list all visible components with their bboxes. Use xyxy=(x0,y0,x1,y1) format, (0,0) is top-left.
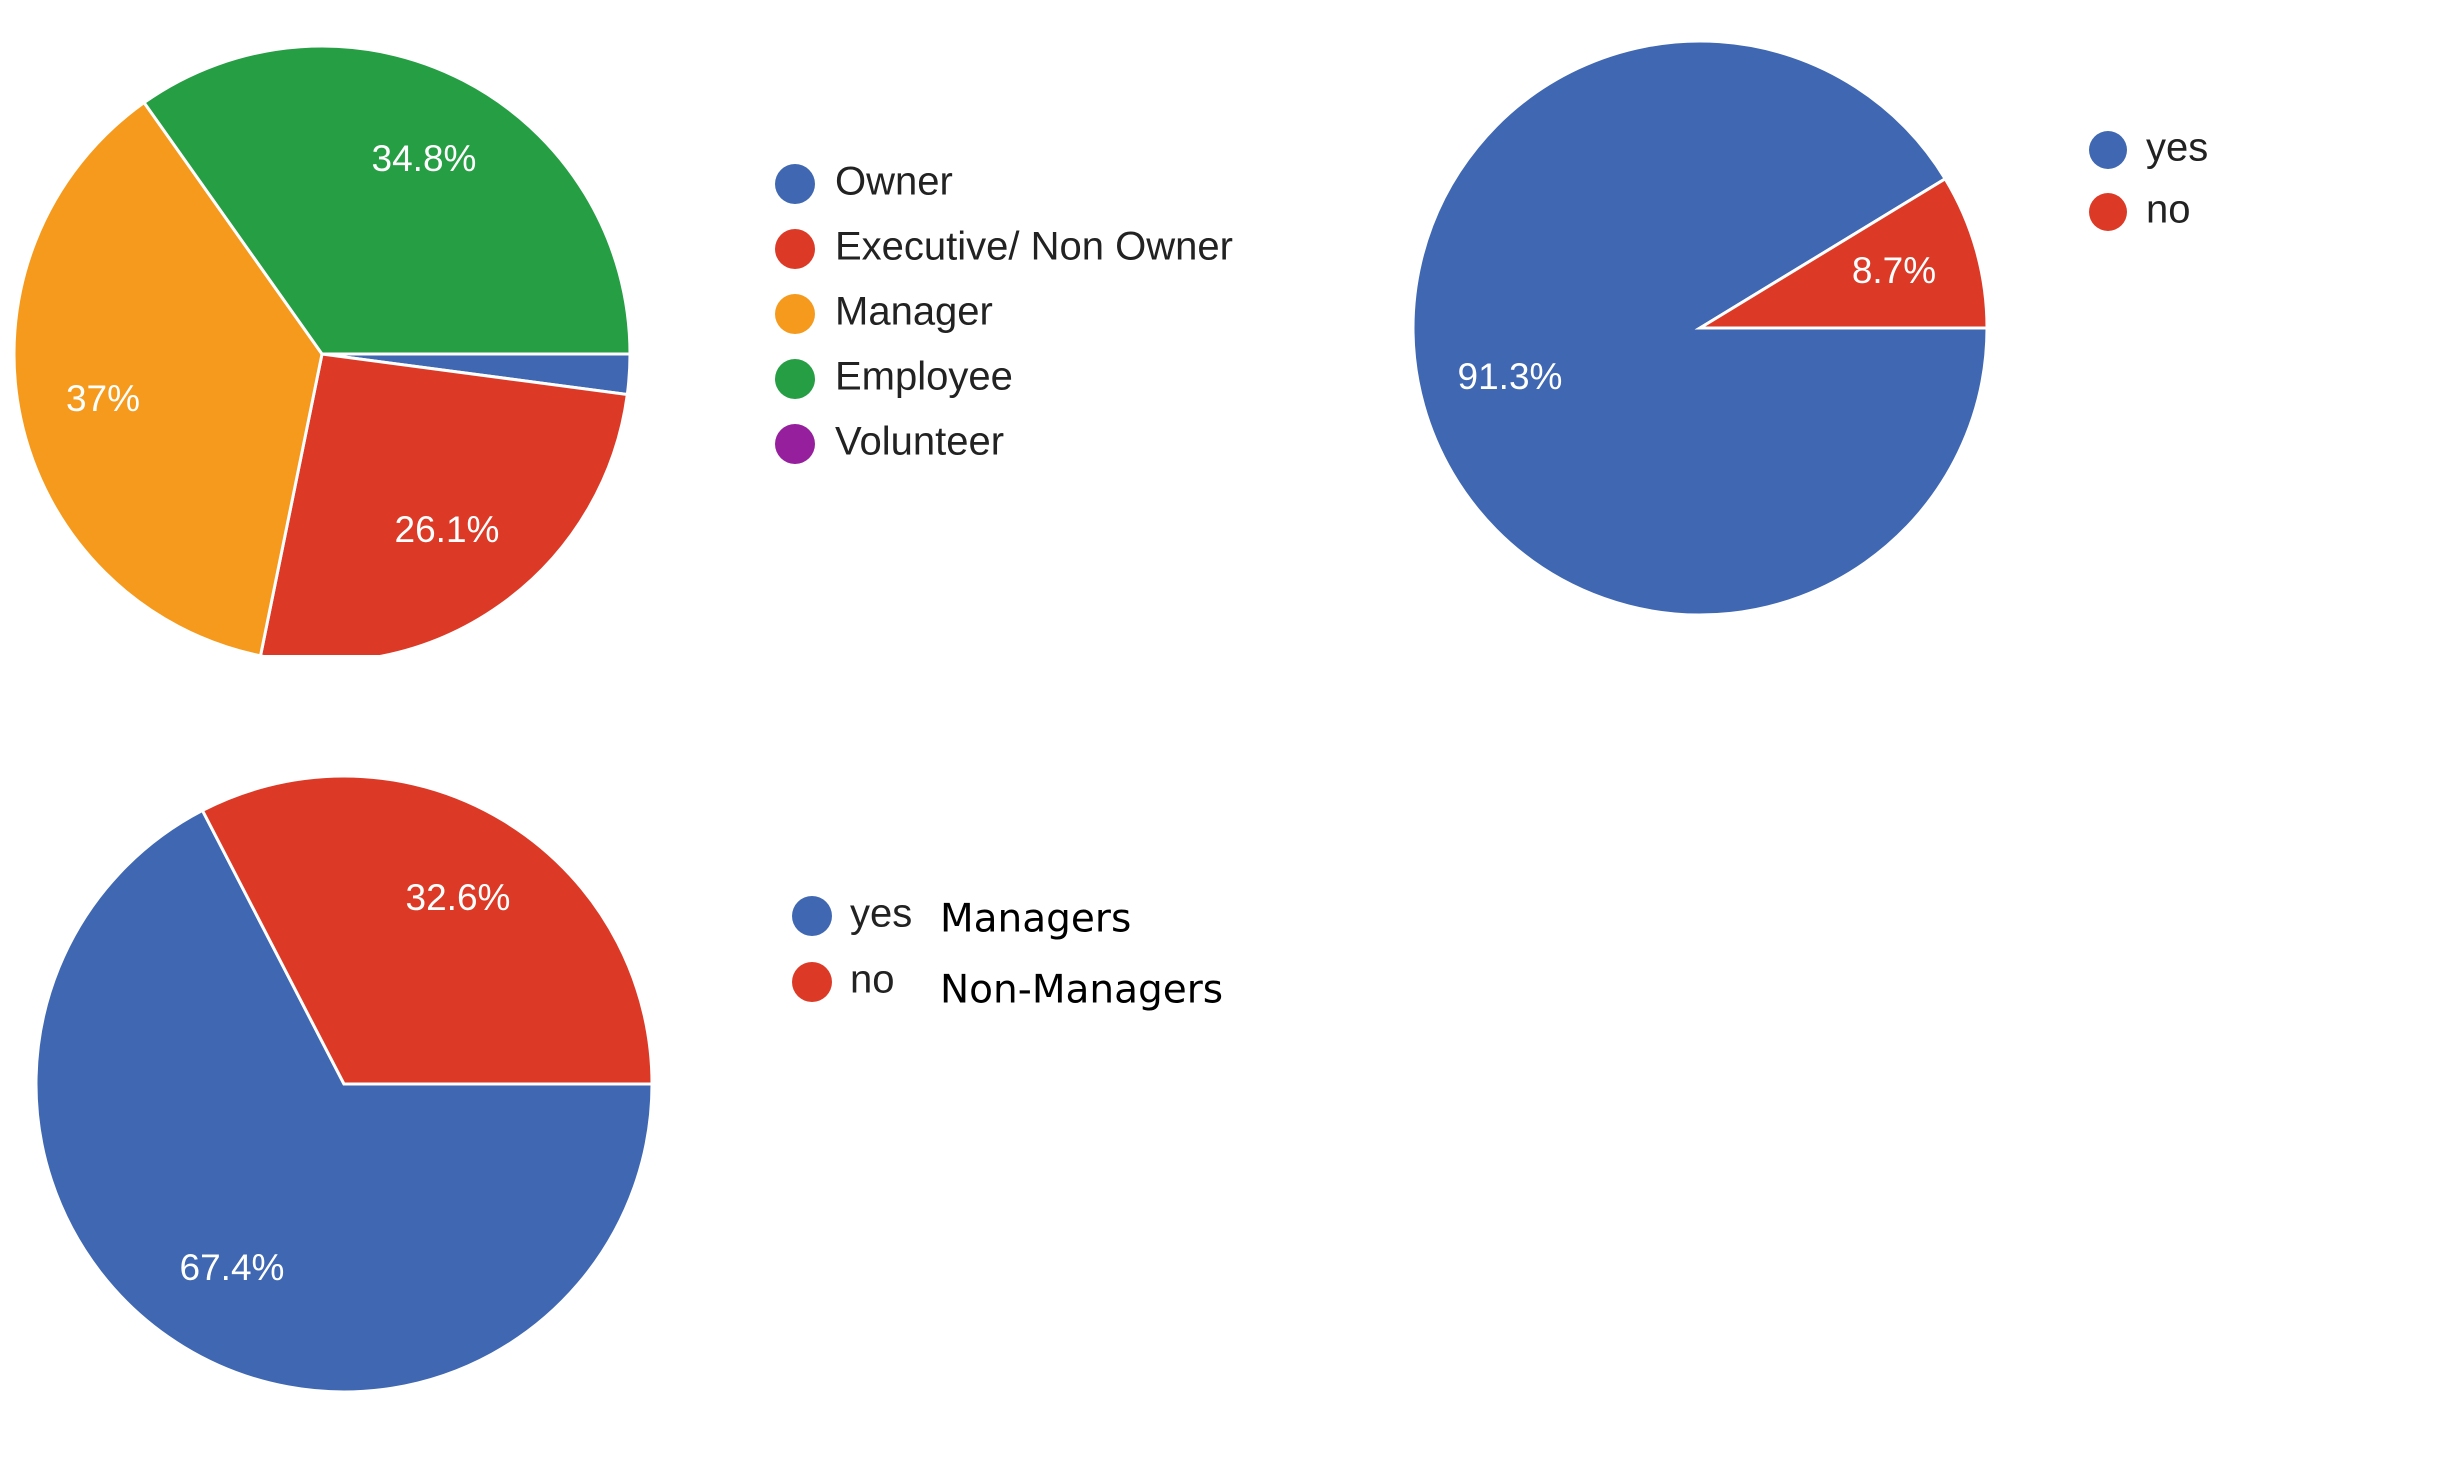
legend-swatch xyxy=(2089,193,2127,231)
legend-3: yes Managers no Non-Managers xyxy=(792,892,1223,1013)
legend-label: Executive/ Non Owner xyxy=(835,225,1233,269)
legend-note: Managers xyxy=(940,897,1131,942)
slice-manager xyxy=(12,100,324,655)
slice-label-no: 32.6% xyxy=(406,877,511,918)
slice-no xyxy=(200,774,654,1086)
legend-label: Employee xyxy=(835,355,1013,399)
slice-label-executive-non-owner: 26.1% xyxy=(395,509,500,550)
slice-no xyxy=(1694,176,1989,330)
pie-chart-3 xyxy=(34,774,654,1394)
legend-label: yes xyxy=(850,892,912,936)
legend-label: yes xyxy=(2146,126,2208,170)
legend-label: Volunteer xyxy=(835,420,1004,464)
legend-swatch xyxy=(2089,131,2127,169)
slice-yes xyxy=(34,808,654,1394)
legend-label: no xyxy=(850,958,895,1002)
legend-1: Owner Executive/ Non Owner Manager Employee… xyxy=(775,160,1233,464)
legend-label: no xyxy=(2146,188,2191,232)
slice-executive-non-owner xyxy=(259,352,630,655)
slice-employee xyxy=(142,44,632,356)
legend-label: Manager xyxy=(835,290,993,334)
legend-swatch xyxy=(775,359,815,399)
legend-swatch xyxy=(792,962,832,1002)
slice-label-yes: 91.3% xyxy=(1458,356,1563,397)
legend-swatch xyxy=(775,294,815,334)
pie-chart-1 xyxy=(12,44,632,655)
slice-label-employee: 34.8% xyxy=(372,138,477,179)
legend-swatch xyxy=(775,164,815,204)
legend-swatch xyxy=(775,424,815,464)
pie-chart-2 xyxy=(1411,39,1989,617)
legend-note: Non-Managers xyxy=(940,968,1223,1013)
legend-swatch xyxy=(775,229,815,269)
slice-label-no: 8.7% xyxy=(1852,250,1936,291)
slice-label-manager: 37% xyxy=(66,378,140,419)
legend-label: Owner xyxy=(835,160,953,204)
legend-swatch xyxy=(792,896,832,936)
legend-2: yes no xyxy=(2089,126,2208,232)
slice-label-yes: 67.4% xyxy=(180,1247,285,1288)
